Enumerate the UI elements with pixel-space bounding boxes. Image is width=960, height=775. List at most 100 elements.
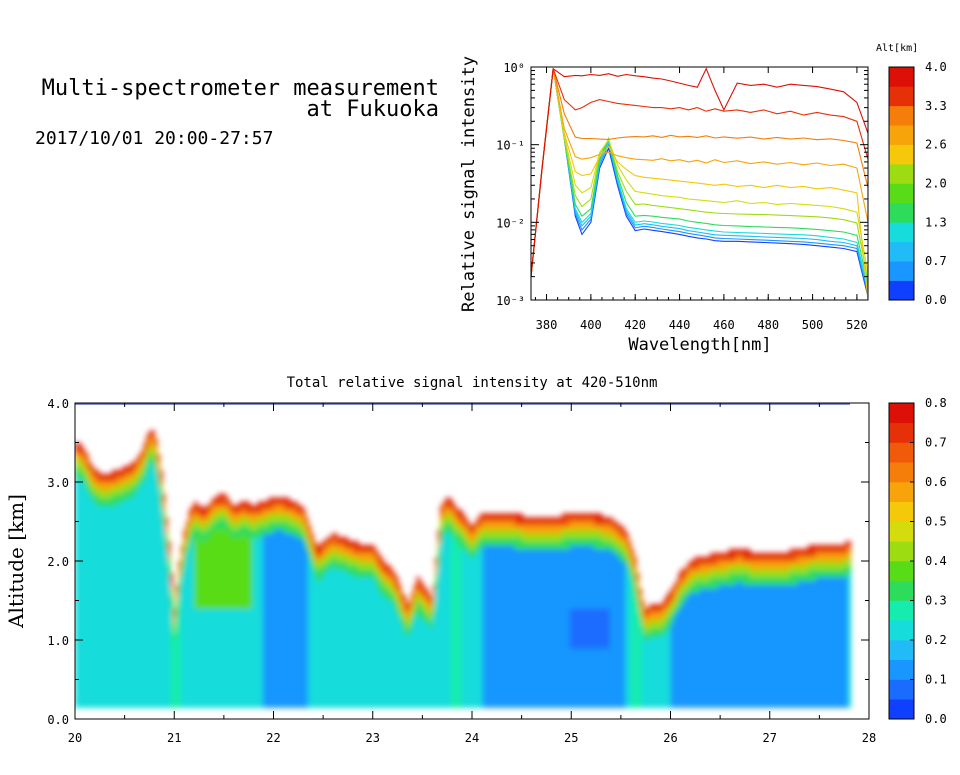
heatmap-cell [194, 502, 197, 507]
altitude-colorbar-swatch [889, 145, 914, 165]
spectrum-y-tick-label: 10⁻¹ [496, 139, 525, 153]
spectrum-x-tick-label: 500 [802, 318, 824, 332]
heatmap-cell [170, 604, 173, 609]
heatmap-cell [154, 446, 157, 451]
spectrum-x-tick-label: 400 [580, 318, 602, 332]
heatmap-cell [170, 585, 173, 590]
altitude-colorbar-swatch [889, 184, 914, 204]
spectrum-line-5 [531, 69, 868, 281]
heatmap-cell [152, 431, 155, 436]
heatmap-cell [160, 490, 163, 495]
heatmap-cell [199, 506, 202, 511]
spectrum-line-1 [531, 69, 868, 294]
spectrum-line-3 [531, 69, 868, 289]
altitude-colorbar-swatch [889, 203, 914, 223]
heatmap-cell [162, 498, 165, 503]
altitude-colorbar-swatch [889, 242, 914, 262]
spectrum-x-tick-label: 460 [713, 318, 735, 332]
spectrum-y-tick-label: 10⁰ [503, 61, 525, 75]
spectrum-x-tick-label: 380 [536, 318, 558, 332]
heatmap-cell [162, 514, 165, 519]
altitude-colorbar-label: 2.6 [925, 138, 947, 152]
heatmap-cell [157, 462, 160, 467]
title-line2: at Fukuoka [307, 97, 439, 122]
altitude-colorbar-title: Alt[km] [876, 43, 918, 54]
spectrum-y-label: Relative signal intensity [459, 56, 479, 312]
heatmap-cell [165, 518, 168, 523]
heatmap-cell [160, 470, 163, 475]
altitude-colorbar-label: 1.3 [925, 215, 947, 229]
heatmap-cell [168, 545, 171, 550]
heatmap-cell [165, 533, 168, 538]
heatmap-cell [305, 518, 308, 523]
heatmap-cell [295, 502, 298, 507]
heatmap-cell [154, 439, 157, 444]
heatmap-cell [162, 494, 165, 499]
heatmap-cell [78, 443, 81, 448]
spectrum-x-tick-label: 420 [624, 318, 646, 332]
altitude-colorbar-label: 0.7 [925, 254, 947, 268]
heatmap-cell [160, 482, 163, 487]
heatmap-cell [170, 573, 173, 578]
spectrum-x-tick-label: 480 [757, 318, 779, 332]
heatmap-cell [160, 478, 163, 483]
heatmap-cell [162, 506, 165, 511]
altitude-colorbar-swatch [889, 164, 914, 184]
spectrum-x-tick-label: 440 [669, 318, 691, 332]
heatmap-cell [160, 486, 163, 491]
heatmap-cell [152, 435, 155, 440]
heatmap-cell [86, 458, 89, 463]
heatmap-cell [160, 474, 163, 479]
heatmap-chart: Total relative signal intensity at 420-5… [4, 375, 947, 745]
spectrum-line-7 [531, 69, 868, 300]
heatmap-cell [170, 581, 173, 586]
heatmap-fill [75, 431, 851, 708]
heatmap-cell [162, 510, 165, 515]
heatmap-cell [80, 446, 83, 451]
heatmap-cell [162, 502, 165, 507]
heatmap-cell [168, 557, 171, 562]
heatmap-title: Total relative signal intensity at 420-5… [287, 375, 658, 391]
altitude-colorbar-swatch [889, 86, 914, 106]
altitude-colorbar-swatch [889, 281, 914, 301]
heatmap-cell [168, 549, 171, 554]
spectrum-line-2 [531, 69, 868, 292]
heatmap-cell [170, 589, 173, 594]
heatmap-cell [157, 466, 160, 471]
altitude-colorbar-label: 0.0 [925, 293, 947, 307]
heatmap-cell [305, 522, 308, 527]
heatmap-cell [157, 458, 160, 463]
heatmap-cell [86, 454, 89, 459]
heatmap-cell [157, 454, 160, 459]
spectrum-series-group [531, 69, 868, 300]
spectrum-x-label: Wavelength[nm] [628, 335, 771, 355]
heatmap-cell [229, 502, 232, 507]
altitude-colorbar-label: 2.0 [925, 177, 947, 191]
heatmap-cell [287, 498, 290, 503]
heatmap-cell [168, 569, 171, 574]
altitude-colorbar-swatch [889, 222, 914, 242]
datetime-label: 2017/10/01 20:00-27:57 [35, 128, 273, 149]
heatmap-cell [168, 561, 171, 566]
altitude-colorbar-swatch [889, 67, 914, 87]
spectrum-y-tick-label: 10⁻³ [496, 294, 525, 308]
heatmap-cell [168, 541, 171, 546]
heatmap-cell [165, 529, 168, 534]
heatmap-cell [91, 466, 94, 471]
altitude-colorbar-swatch [889, 261, 914, 281]
heatmap-cell [165, 525, 168, 530]
spectrum-line-4 [531, 69, 868, 284]
heatmap-cell [170, 577, 173, 582]
heatmap-cell [165, 537, 168, 542]
altitude-colorbar-swatch [889, 125, 914, 145]
heatmap-cell [96, 470, 99, 475]
spectrum-line-0 [531, 69, 868, 297]
heatmap-cell [154, 450, 157, 455]
heatmap-cell [168, 553, 171, 558]
heatmap-cell [83, 450, 86, 455]
heatmap-cell [88, 462, 91, 467]
altitude-colorbar-swatch [889, 106, 914, 126]
